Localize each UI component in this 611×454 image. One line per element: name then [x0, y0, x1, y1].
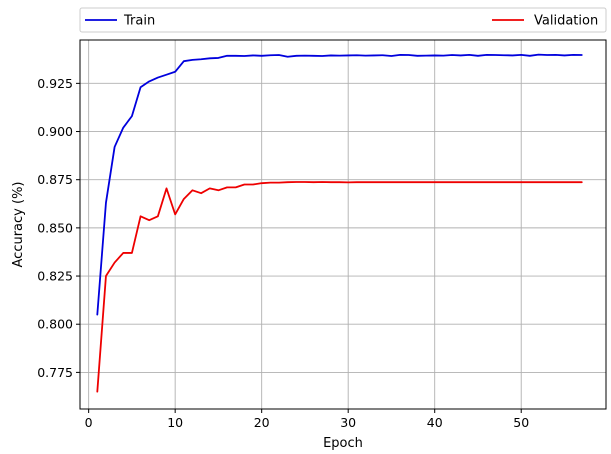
x-tick-label-50: 50 [513, 415, 529, 430]
legend: Train Validation [79, 7, 607, 33]
y-tick-label-0.825: 0.825 [37, 269, 73, 284]
series-lines [96, 53, 583, 393]
x-tick-label-30: 30 [340, 415, 356, 430]
legend-frame [79, 7, 607, 33]
x-tick-label-10: 10 [167, 415, 183, 430]
y-tick-label-0.925: 0.925 [37, 76, 73, 91]
legend-label-validation: Validation [534, 14, 598, 29]
y-tick-label-0.850: 0.850 [37, 220, 73, 235]
x-tick-label-20: 20 [254, 415, 270, 430]
plot-area: 0 10 20 30 40 50 0.775 0.800 0.825 0.850 0.875 0.9… [37, 39, 607, 430]
y-tick-label-0.800: 0.800 [37, 317, 73, 332]
y-axis-ticks: 0.775 0.800 0.825 0.850 0.875 0.900 0.925 [37, 76, 80, 380]
x-tick-label-40: 40 [427, 415, 443, 430]
x-axis-ticks: 0 10 20 30 40 50 [85, 409, 529, 430]
x-tick-label-0: 0 [85, 415, 93, 430]
series-line-train [96, 53, 583, 316]
y-tick-label-0.875: 0.875 [37, 172, 73, 187]
axes-frame [79, 39, 607, 410]
y-tick-label-0.775: 0.775 [37, 365, 73, 380]
legend-label-train: Train [123, 14, 155, 29]
y-axis-title: Accuracy (%) [11, 182, 26, 268]
gridlines [80, 40, 606, 409]
series-line-validation [96, 181, 583, 393]
y-tick-label-0.900: 0.900 [37, 124, 73, 139]
x-axis-title: Epoch [323, 436, 363, 451]
